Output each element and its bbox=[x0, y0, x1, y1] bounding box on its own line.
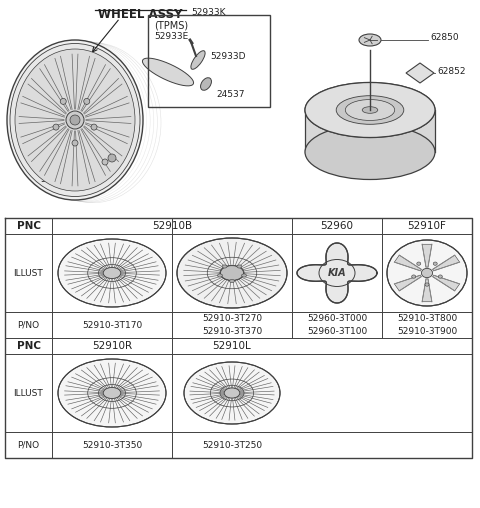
Ellipse shape bbox=[305, 82, 435, 138]
Ellipse shape bbox=[103, 268, 121, 278]
Ellipse shape bbox=[220, 266, 243, 280]
Circle shape bbox=[91, 124, 97, 130]
Ellipse shape bbox=[10, 44, 140, 197]
Ellipse shape bbox=[421, 268, 432, 277]
Text: 52910B: 52910B bbox=[152, 221, 192, 231]
Text: 52910-3T350: 52910-3T350 bbox=[82, 440, 142, 450]
Polygon shape bbox=[395, 275, 421, 291]
Ellipse shape bbox=[222, 265, 227, 268]
Polygon shape bbox=[305, 110, 435, 152]
Text: 52910-3T270
52910-3T370: 52910-3T270 52910-3T370 bbox=[202, 314, 262, 336]
Ellipse shape bbox=[412, 275, 416, 278]
Ellipse shape bbox=[15, 49, 135, 191]
Ellipse shape bbox=[177, 238, 287, 308]
Polygon shape bbox=[395, 255, 421, 271]
Ellipse shape bbox=[362, 107, 378, 113]
Text: 52933E: 52933E bbox=[154, 32, 188, 41]
Ellipse shape bbox=[417, 262, 421, 265]
Polygon shape bbox=[432, 255, 460, 271]
Text: 52910F: 52910F bbox=[408, 221, 446, 231]
Ellipse shape bbox=[58, 359, 166, 427]
Bar bbox=[148, 15, 270, 107]
Ellipse shape bbox=[58, 239, 166, 307]
Text: PNC: PNC bbox=[16, 221, 40, 231]
Ellipse shape bbox=[241, 274, 247, 277]
Circle shape bbox=[72, 140, 78, 146]
Text: PNC: PNC bbox=[16, 341, 40, 351]
Polygon shape bbox=[406, 63, 434, 83]
Text: 52910-3T250: 52910-3T250 bbox=[202, 440, 262, 450]
Ellipse shape bbox=[201, 78, 212, 90]
Ellipse shape bbox=[387, 240, 467, 306]
Circle shape bbox=[102, 159, 108, 165]
Text: P/NO: P/NO bbox=[17, 440, 39, 450]
Ellipse shape bbox=[237, 265, 242, 268]
Ellipse shape bbox=[425, 283, 429, 286]
Ellipse shape bbox=[336, 96, 404, 124]
Text: 52933K: 52933K bbox=[192, 8, 226, 17]
Ellipse shape bbox=[217, 274, 222, 277]
Circle shape bbox=[70, 115, 80, 125]
Polygon shape bbox=[297, 243, 377, 303]
Text: KIA: KIA bbox=[328, 268, 346, 278]
Ellipse shape bbox=[7, 40, 143, 200]
Text: ILLUST: ILLUST bbox=[13, 269, 43, 277]
Text: 52950: 52950 bbox=[41, 175, 69, 184]
Text: 52910R: 52910R bbox=[92, 341, 132, 351]
Text: 52960: 52960 bbox=[321, 221, 353, 231]
Text: 62850: 62850 bbox=[430, 34, 458, 43]
Polygon shape bbox=[422, 279, 432, 302]
Ellipse shape bbox=[305, 82, 435, 138]
Text: 52910-3T170: 52910-3T170 bbox=[82, 321, 142, 330]
Ellipse shape bbox=[345, 100, 395, 120]
Circle shape bbox=[84, 99, 90, 104]
Ellipse shape bbox=[359, 34, 381, 46]
Text: 62852: 62852 bbox=[437, 68, 466, 77]
Ellipse shape bbox=[103, 388, 121, 398]
Ellipse shape bbox=[438, 275, 442, 278]
Circle shape bbox=[60, 99, 66, 104]
Circle shape bbox=[66, 111, 84, 129]
Text: 52910-3T800
52910-3T900: 52910-3T800 52910-3T900 bbox=[397, 314, 457, 336]
Text: 24537: 24537 bbox=[216, 90, 244, 99]
Text: 52960-3T000
52960-3T100: 52960-3T000 52960-3T100 bbox=[307, 314, 367, 336]
Ellipse shape bbox=[191, 51, 205, 69]
Text: 52933: 52933 bbox=[59, 182, 87, 191]
Circle shape bbox=[53, 124, 59, 130]
Ellipse shape bbox=[224, 388, 240, 398]
Text: P/NO: P/NO bbox=[17, 321, 39, 330]
Text: ILLUST: ILLUST bbox=[13, 389, 43, 397]
Ellipse shape bbox=[433, 262, 437, 265]
Text: WHEEL ASSY: WHEEL ASSY bbox=[98, 8, 182, 21]
Text: (TPMS): (TPMS) bbox=[154, 20, 188, 30]
Ellipse shape bbox=[305, 124, 435, 179]
Ellipse shape bbox=[184, 362, 280, 424]
Polygon shape bbox=[143, 58, 193, 86]
Circle shape bbox=[108, 154, 116, 162]
Polygon shape bbox=[432, 275, 460, 291]
Ellipse shape bbox=[229, 279, 234, 282]
Polygon shape bbox=[422, 244, 432, 267]
Text: 52910L: 52910L bbox=[213, 341, 252, 351]
Text: 52933D: 52933D bbox=[210, 52, 245, 61]
